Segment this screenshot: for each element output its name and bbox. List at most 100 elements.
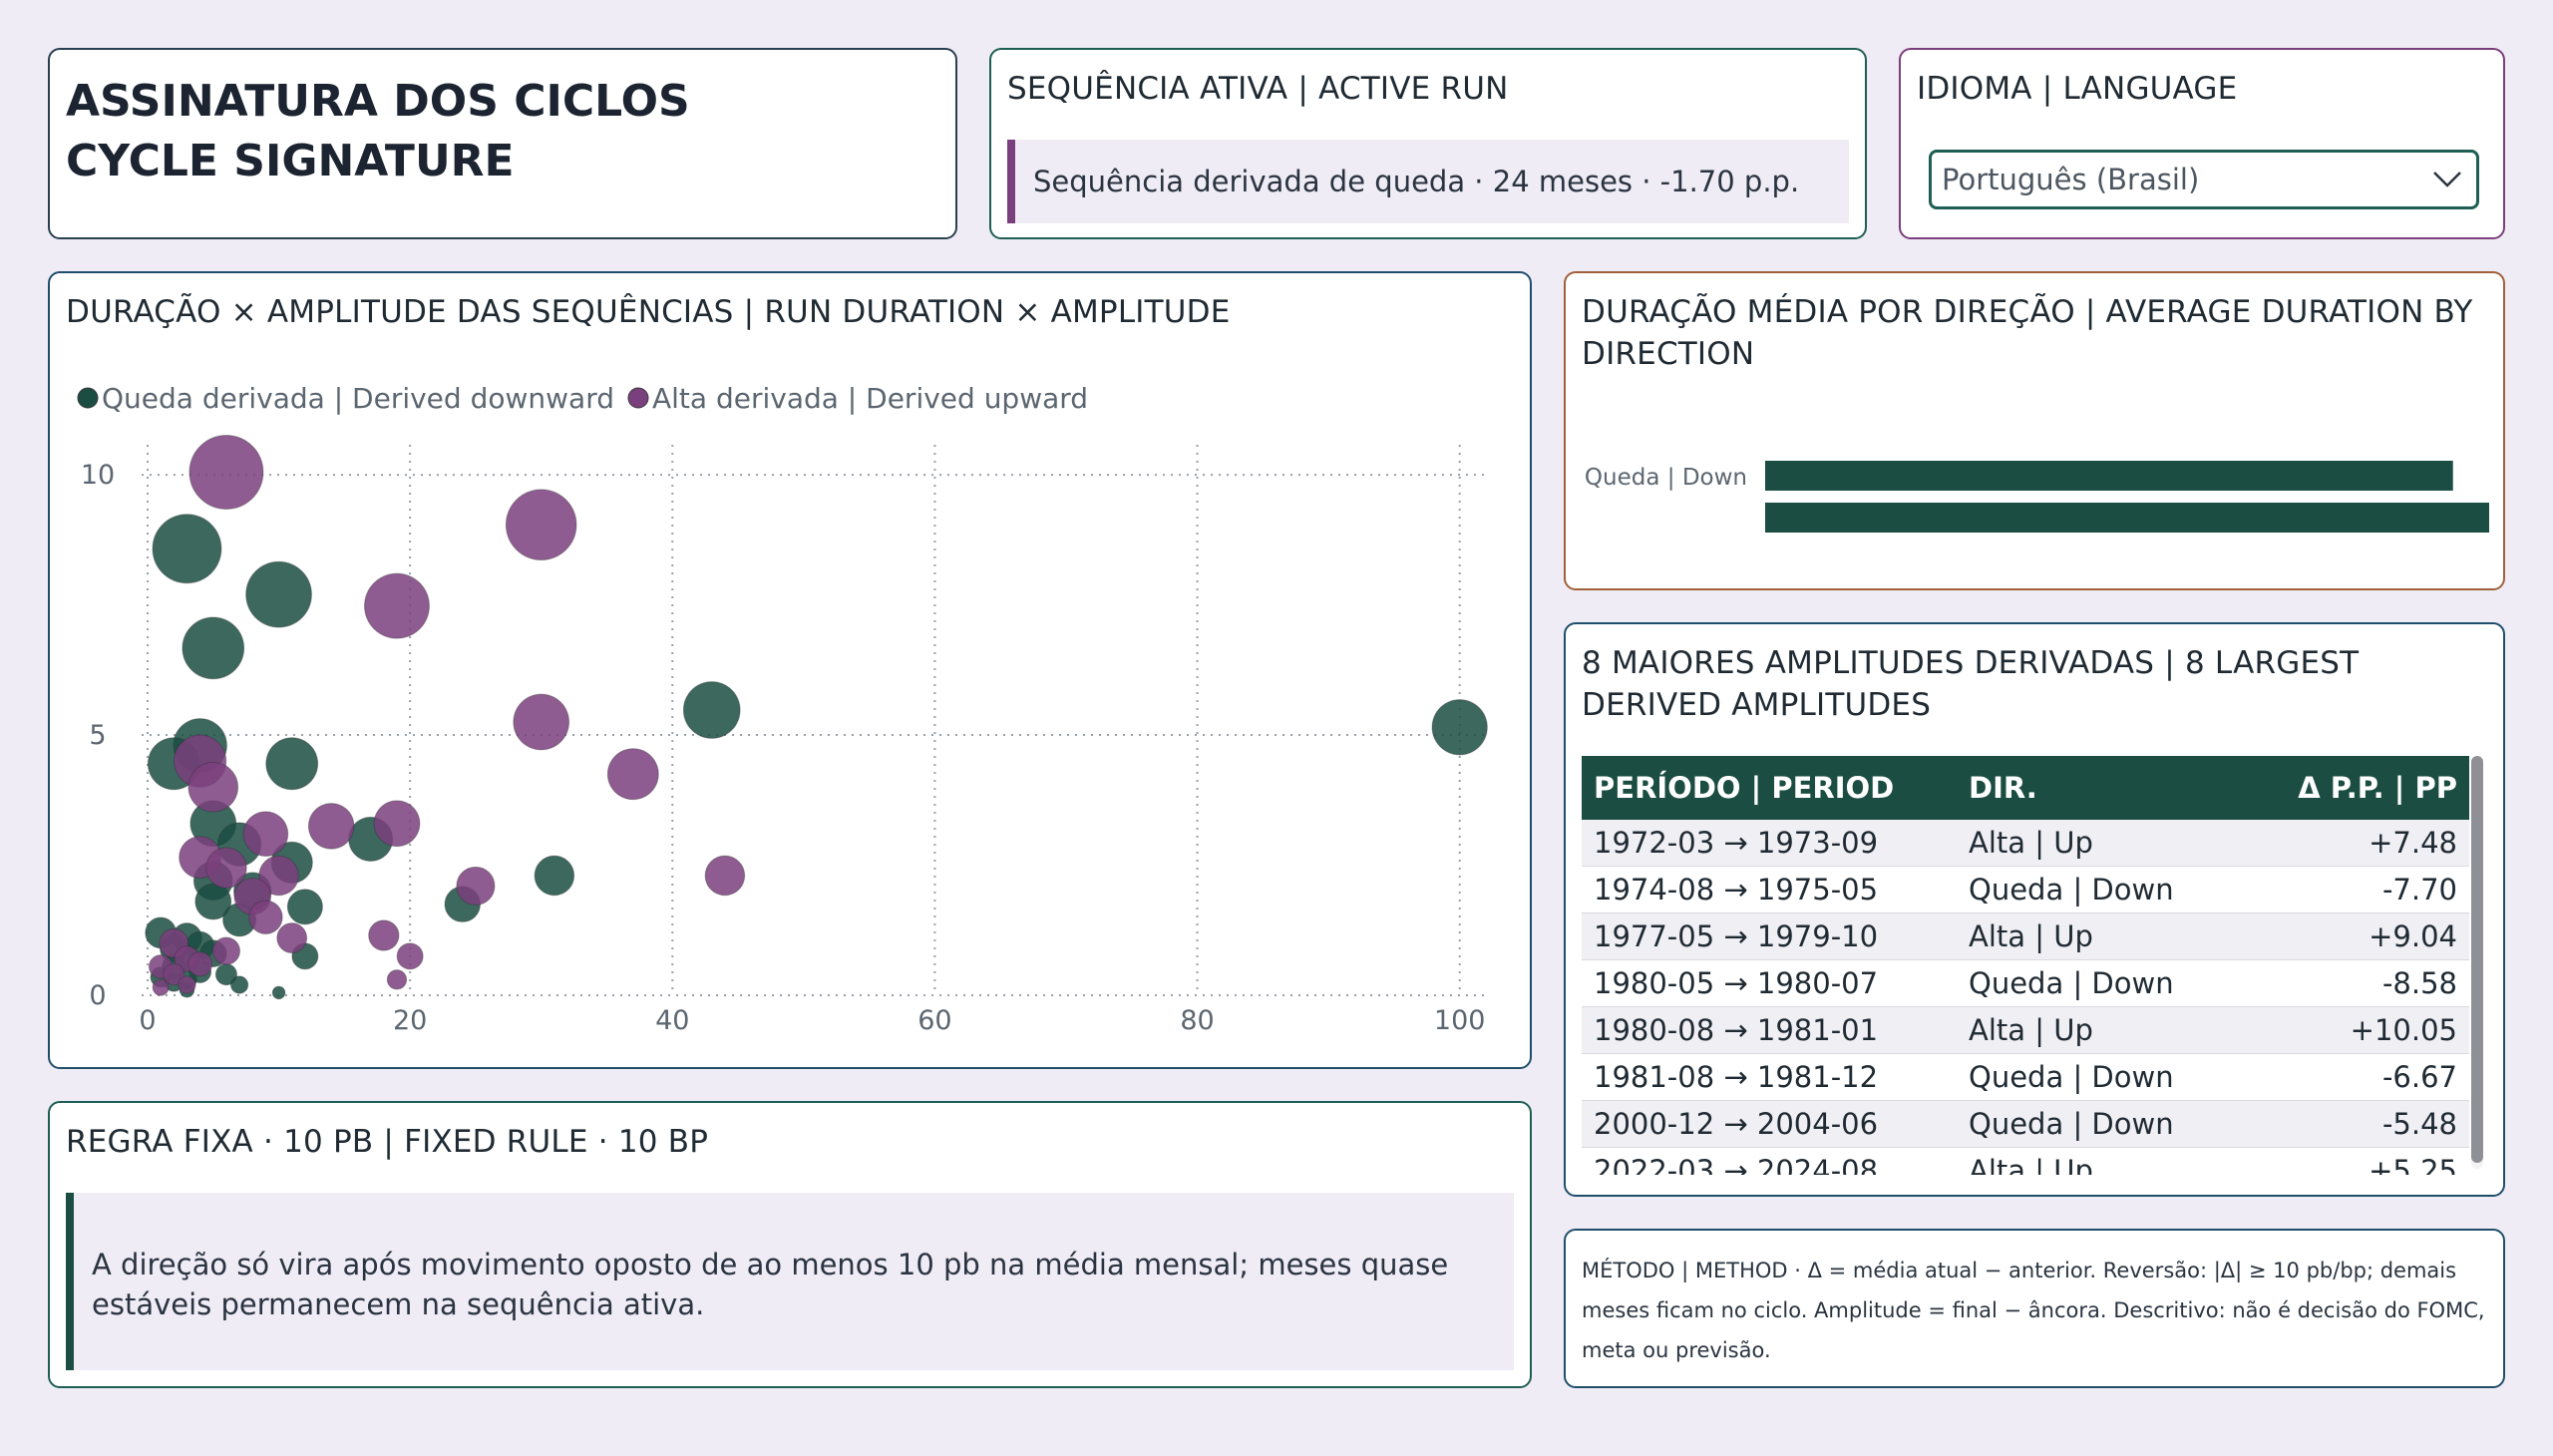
cell-period: 1972-03 → 1973-09 xyxy=(1594,826,1879,860)
scatter-point[interactable] xyxy=(245,560,312,628)
active-run-text: Sequência derivada de queda · 24 meses ·… xyxy=(1007,140,1849,223)
largest-amplitudes-card: 8 MAIORES AMPLITUDES DERIVADAS | 8 LARGE… xyxy=(1564,622,2505,1197)
legend-label[interactable]: Queda derivada | Derived downward xyxy=(102,382,614,415)
scatter-point[interactable] xyxy=(368,919,400,951)
scatter-point[interactable] xyxy=(187,951,213,977)
x-tick-label: 100 xyxy=(1434,1005,1486,1036)
scatter-card: DURAÇÃO × AMPLITUDE DAS SEQUÊNCIAS | RUN… xyxy=(48,271,1532,1069)
table-row[interactable]: 1977-05 → 1979-10 Alta | Up +9.04 xyxy=(1582,913,2469,960)
language-select-value: Português (Brasil) xyxy=(1942,163,2200,196)
language-card: IDIOMA | LANGUAGE Português (Brasil) xyxy=(1899,48,2505,239)
cell-direction: Queda | Down xyxy=(1969,873,2174,907)
method-text: MÉTODO | METHOD · Δ = média atual − ante… xyxy=(1582,1259,2485,1362)
table-row[interactable]: 1972-03 → 1973-09 Alta | Up +7.48 xyxy=(1582,820,2469,867)
title-card: ASSINATURA DOS CICLOS CYCLE SIGNATURE xyxy=(48,48,957,239)
page-title: ASSINATURA DOS CICLOS CYCLE SIGNATURE xyxy=(66,72,690,191)
language-select[interactable]: Português (Brasil) xyxy=(1929,150,2479,209)
table-scrollbar-thumb[interactable] xyxy=(2471,756,2483,1163)
cell-direction: Alta | Up xyxy=(1969,1154,2093,1175)
legend-label[interactable]: Alta derivada | Derived upward xyxy=(652,382,1088,415)
scatter-point[interactable] xyxy=(505,489,577,560)
scatter-point[interactable] xyxy=(373,800,421,848)
header-period[interactable]: PERÍODO | PERIOD xyxy=(1594,771,1895,805)
y-tick-label: 0 xyxy=(89,980,106,1011)
scatter-point[interactable] xyxy=(194,883,232,920)
legend-swatch xyxy=(627,387,649,409)
scatter-point[interactable] xyxy=(704,855,746,897)
cell-period: 1981-08 → 1981-12 xyxy=(1594,1060,1879,1094)
cell-delta: +10.05 xyxy=(2350,1013,2457,1047)
duration-bar[interactable] xyxy=(1765,503,2489,533)
cell-delta: -5.48 xyxy=(2381,1107,2457,1141)
header-delta[interactable]: Δ P.P. | PP xyxy=(2298,771,2457,805)
avg-duration-chart: Queda | Down xyxy=(1585,461,2489,533)
scatter-point[interactable] xyxy=(386,969,408,990)
cell-period: 1980-08 → 1981-01 xyxy=(1594,1013,1879,1047)
page-title-line1: ASSINATURA DOS CICLOS xyxy=(66,76,690,127)
scatter-point[interactable] xyxy=(456,866,496,906)
x-tick-label: 60 xyxy=(917,1005,951,1036)
scatter-point[interactable] xyxy=(286,889,323,925)
scatter-point[interactable] xyxy=(163,963,185,986)
cell-delta: +7.48 xyxy=(2369,826,2457,860)
y-tick-label: 10 xyxy=(81,460,115,491)
table-row[interactable]: 2000-12 → 2004-06 Queda | Down -5.48 xyxy=(1582,1101,2469,1148)
scatter-point[interactable] xyxy=(188,434,264,510)
cell-direction: Queda | Down xyxy=(1969,1060,2174,1094)
cell-delta: -7.70 xyxy=(2381,873,2457,907)
legend-swatch xyxy=(77,387,99,409)
table-row[interactable]: 1981-08 → 1981-12 Queda | Down -6.67 xyxy=(1582,1054,2469,1101)
scatter-point[interactable] xyxy=(682,681,741,739)
scatter-point[interactable] xyxy=(178,975,196,994)
scatter-point[interactable] xyxy=(187,761,239,813)
cell-direction: Alta | Up xyxy=(1969,919,2093,953)
scatter-point[interactable] xyxy=(182,616,245,680)
x-tick-label: 80 xyxy=(1180,1005,1214,1036)
table-body: 1972-03 → 1973-09 Alta | Up +7.48 1974-08 →… xyxy=(1582,820,2469,1175)
cell-period: 1980-05 → 1980-07 xyxy=(1594,966,1879,1000)
scatter-point[interactable] xyxy=(258,855,299,897)
scatter-point[interactable] xyxy=(152,514,222,584)
scatter-title: DURAÇÃO × AMPLITUDE DAS SEQUÊNCIAS | RUN… xyxy=(66,294,1231,330)
language-title: IDIOMA | LANGUAGE xyxy=(1917,71,2238,107)
scatter-point[interactable] xyxy=(534,855,575,897)
scatter-point[interactable] xyxy=(606,748,659,801)
avg-duration-card: DURAÇÃO MÉDIA POR DIREÇÃO | AVERAGE DURA… xyxy=(1564,271,2505,590)
scatter-point[interactable] xyxy=(229,975,249,994)
cell-delta: +9.04 xyxy=(2369,919,2457,953)
table-row[interactable]: 2022-03 → 2024-08 Alta | Up +5.25 xyxy=(1582,1148,2469,1175)
chevron-down-icon xyxy=(2433,172,2461,187)
cell-period: 2022-03 → 2024-08 xyxy=(1594,1154,1879,1175)
table-row[interactable]: 1980-05 → 1980-07 Queda | Down -8.58 xyxy=(1582,960,2469,1007)
scatter-point[interactable] xyxy=(271,985,286,1000)
header-direction[interactable]: DIR. xyxy=(1969,771,2037,805)
method-card: MÉTODO | METHOD · Δ = média atual − ante… xyxy=(1564,1229,2505,1388)
scatter-point[interactable] xyxy=(211,936,241,965)
x-tick-label: 0 xyxy=(139,1005,156,1036)
cell-direction: Queda | Down xyxy=(1969,1107,2174,1141)
x-tick-label: 20 xyxy=(393,1005,427,1036)
scatter-point[interactable] xyxy=(276,922,308,954)
cell-direction: Alta | Up xyxy=(1969,826,2093,860)
scatter-point[interactable] xyxy=(364,572,430,639)
scatter-chart: 0 20 40 60 80 100 0 5 10 Queda derivada | Derived… xyxy=(77,382,1490,1036)
cell-direction: Queda | Down xyxy=(1969,966,2174,1000)
scatter-point[interactable] xyxy=(307,803,355,850)
cell-period: 1977-05 → 1979-10 xyxy=(1594,919,1879,953)
scatter-point[interactable] xyxy=(205,847,247,889)
scatter-point[interactable] xyxy=(242,811,289,858)
page-title-line2: CYCLE SIGNATURE xyxy=(66,136,515,186)
fixed-rule-card: REGRA FIXA · 10 PB | FIXED RULE · 10 BP … xyxy=(48,1101,1532,1388)
fixed-rule-title: REGRA FIXA · 10 PB | FIXED RULE · 10 BP xyxy=(66,1124,709,1160)
table-header: PERÍODO | PERIOD DIR. Δ P.P. | PP xyxy=(1582,756,2469,820)
table-row[interactable]: 1980-08 → 1981-01 Alta | Up +10.05 xyxy=(1582,1007,2469,1054)
scatter-point[interactable] xyxy=(513,693,570,751)
table-row[interactable]: 1974-08 → 1975-05 Queda | Down -7.70 xyxy=(1582,867,2469,913)
scatter-point[interactable] xyxy=(248,900,283,934)
scatter-point[interactable] xyxy=(396,942,424,970)
duration-bar[interactable] xyxy=(1765,461,2453,491)
scatter-point[interactable] xyxy=(152,978,170,996)
scatter-point[interactable] xyxy=(1431,699,1488,756)
scatter-point[interactable] xyxy=(265,737,319,791)
table-scrollbar[interactable] xyxy=(2471,756,2483,1169)
